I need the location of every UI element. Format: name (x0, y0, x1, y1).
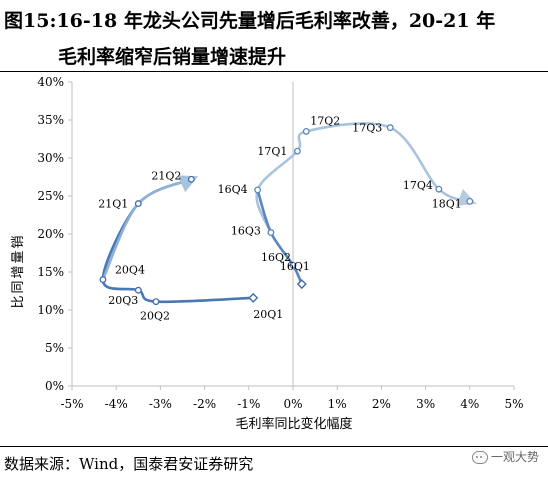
wechat-icon (472, 451, 488, 464)
x-tick-label: -3% (149, 397, 172, 411)
data-label: 18Q1 (432, 197, 462, 210)
data-label: 20Q1 (253, 308, 283, 321)
x-tick-label: 3% (416, 397, 435, 411)
data-label: 17Q3 (352, 122, 382, 135)
data-point-start (296, 279, 307, 290)
x-tick-label: -5% (60, 397, 83, 411)
x-tick-label: 5% (504, 397, 523, 411)
figure-title: 图15:16-18 年龙头公司先量增后毛利率改善，20-21 年 毛利率缩窄后销… (0, 0, 548, 72)
data-point (435, 185, 443, 193)
y-tick-label: 30% (37, 151, 64, 165)
data-label: 16Q1 (280, 260, 310, 273)
y-axis-label-char: 比 (11, 295, 26, 308)
y-axis-label-char: 量 (11, 250, 26, 263)
data-point (289, 261, 297, 269)
data-point (293, 147, 301, 155)
y-tick-label: 20% (37, 227, 64, 241)
axes (68, 81, 515, 390)
data-points (99, 124, 474, 306)
footer-rule (0, 446, 548, 447)
x-tick-label: -2% (193, 397, 216, 411)
y-tick-label: 25% (37, 189, 64, 203)
data-label: 21Q2 (151, 169, 181, 182)
data-label: 20Q2 (140, 310, 170, 323)
data-label: 20Q3 (108, 294, 138, 307)
data-point (466, 197, 474, 205)
title-line-2: 毛利率缩窄后销量增速提升 (58, 46, 287, 68)
watermark: 一观大势 (472, 448, 539, 465)
y-tick-label: 35% (37, 113, 64, 127)
data-label: 17Q2 (310, 114, 340, 127)
x-tick-label: -1% (237, 397, 260, 411)
x-tick-label: -4% (105, 397, 128, 411)
x-tick-label: 0% (283, 397, 302, 411)
data-point (134, 200, 142, 208)
data-label: 17Q4 (403, 179, 433, 192)
data-point (99, 276, 107, 284)
data-point (254, 186, 262, 194)
y-tick-label: 5% (45, 341, 64, 355)
source-note: 数据来源：Wind，国泰君安证券研究 (4, 455, 254, 473)
data-point (267, 229, 275, 236)
x-tick-label: 4% (460, 397, 479, 411)
x-axis-label: 毛利率同比变化幅度 (235, 416, 352, 432)
y-axis-label-char: 同 (11, 280, 26, 293)
y-tick-label: 15% (37, 265, 64, 279)
y-axis-label-char: 销 (11, 235, 26, 248)
y-tick-label: 40% (37, 75, 64, 89)
data-label: 20Q4 (115, 264, 145, 277)
watermark-text: 一观大势 (491, 450, 540, 464)
data-label: 21Q1 (98, 198, 128, 211)
data-point-start (248, 292, 259, 303)
title-line-1: 图15:16-18 年龙头公司先量增后毛利率改善，20-21 年 (4, 10, 496, 32)
data-label: 16Q4 (218, 183, 248, 196)
tick-labels: 0% 5% 10% 15% 20% 25% 30% 35% 40% -5% -4% -3% -2% -1%… (37, 75, 523, 411)
data-point (386, 124, 394, 132)
data-label: 16Q3 (231, 224, 261, 237)
series-line-1-head (256, 188, 304, 286)
y-tick-label: 0% (45, 379, 64, 393)
data-label: 17Q1 (257, 145, 287, 158)
data-point (187, 175, 195, 183)
x-tick-label: 2% (372, 397, 391, 411)
title-rule (0, 71, 548, 72)
x-tick-label: 1% (328, 397, 347, 411)
data-point (152, 298, 160, 306)
data-point (134, 286, 142, 294)
y-tick-label: 10% (37, 303, 64, 317)
y-axis-label-char: 增 (11, 265, 26, 278)
data-label: 16Q2 (261, 251, 291, 264)
data-point (302, 127, 310, 135)
